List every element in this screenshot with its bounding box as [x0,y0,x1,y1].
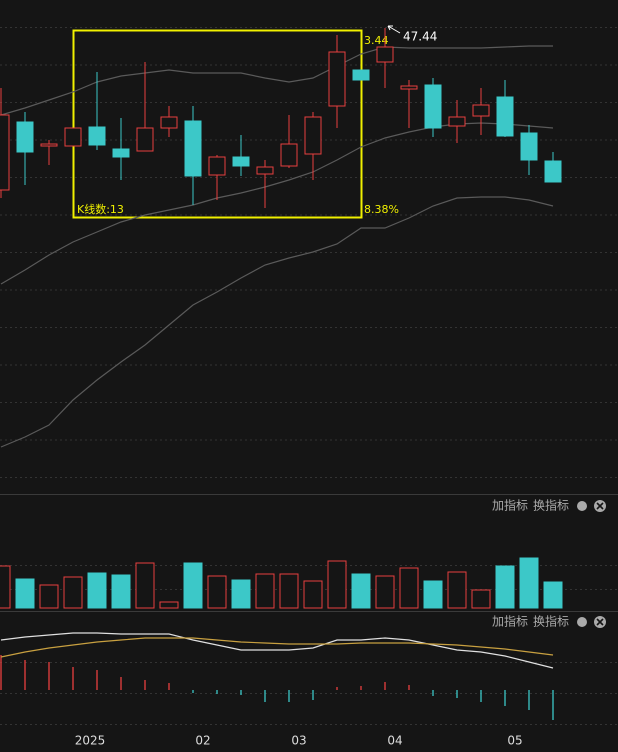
candle-count: K线数:13 [77,202,124,216]
volume-bar [351,573,371,609]
x-tick-label: 03 [291,734,306,748]
range-amplitude: 8.38% [364,203,399,216]
candle-body [496,96,514,137]
switch-indicator[interactable]: 换指标 [533,498,569,513]
candle-body [112,148,130,158]
volume-bar [423,580,443,609]
high-label: 47.44 [403,30,437,44]
settings-icon[interactable] [577,501,587,511]
candle-body [64,127,82,147]
volume-bar [375,575,395,609]
x-tick-label: 04 [387,734,402,748]
indicator-line [0,637,554,658]
high-arrow [387,25,401,34]
candle-body [232,156,250,167]
volume-bar [159,601,179,609]
volume-bar [63,576,83,609]
indicator-line [0,632,554,669]
volume-bar [471,589,491,609]
volume-bar [231,579,251,609]
candle-body [16,121,34,153]
indicator-line [0,196,554,448]
indicator-line [0,45,553,116]
candle-body [40,143,58,147]
volume-bar [495,565,515,609]
range-box [72,29,363,219]
volume-bar [0,565,11,609]
volume-bar [543,581,563,609]
candle-body [136,127,154,152]
volume-bar [39,584,59,609]
close-x [596,618,604,626]
volume-bar [279,573,299,609]
candle-body [400,85,418,90]
volume-bar [447,571,467,609]
candle-body [304,116,322,155]
volume-bar [519,557,539,609]
volume-bar [183,562,203,609]
range-change: 3.44 [364,34,389,47]
candle-body [376,46,394,63]
candle-body [280,143,298,167]
settings-icon[interactable] [577,617,587,627]
volume-bar [399,567,419,609]
candle-body [184,120,202,177]
candle-body [472,104,490,117]
volume-bar [327,560,347,609]
add-indicator[interactable]: 加指标 [492,614,528,629]
candle-body [352,69,370,81]
candle-body [328,51,346,107]
volume-bar [15,578,35,609]
volume-bar [87,572,107,609]
x-tick-label: 02 [195,734,210,748]
switch-indicator[interactable]: 换指标 [533,614,569,629]
volume-bar [111,574,131,609]
candle-body [424,84,442,129]
candle-body [448,116,466,127]
x-tick-label: 2025 [75,734,106,748]
candle-body [0,114,10,191]
candle-body [544,160,562,183]
volume-bar [255,573,275,609]
candle-body [256,166,274,175]
volume-bar [303,580,323,609]
close-x [596,502,604,510]
candle-body [208,156,226,176]
candle-body [520,132,538,161]
add-indicator[interactable]: 加指标 [492,498,528,513]
grid [0,27,618,725]
candle-body [160,116,178,129]
candle-body [88,126,106,146]
volume-bar [207,575,227,609]
volume-bar [135,562,155,609]
x-tick-label: 05 [507,734,522,748]
